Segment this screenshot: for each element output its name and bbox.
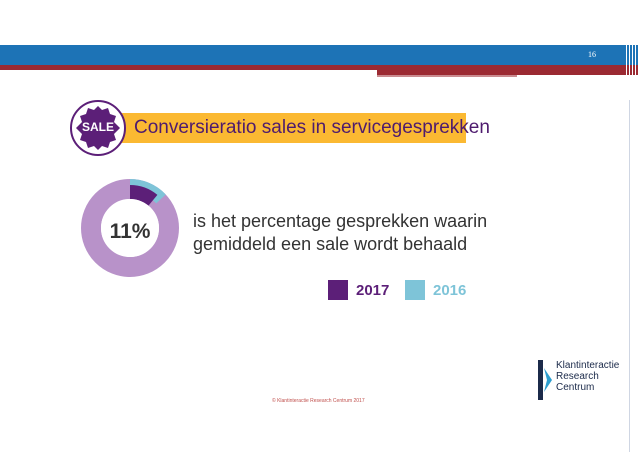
- slide-right-border: [629, 100, 630, 452]
- header-stripes: [626, 45, 638, 77]
- donut-chart: [81, 179, 179, 277]
- donut-center-value: 11%: [109, 220, 151, 243]
- kirc-logo-text: Klantinteractie Research Centrum: [556, 360, 619, 393]
- kirc-logo: Klantinteractie Research Centrum: [536, 358, 626, 402]
- logo-line-3: Centrum: [556, 382, 595, 393]
- title-bar: [96, 113, 466, 143]
- legend-label-2016: 2016: [433, 281, 467, 299]
- legend-label-2017: 2017: [356, 281, 390, 299]
- header-band-red: [0, 65, 638, 70]
- logo-line-1: Klantinteractie: [556, 360, 620, 371]
- donut-hole: [101, 199, 159, 257]
- sale-badge-label: SALE: [81, 120, 114, 134]
- chart-description: is het percentage gesprekken waarin gemi…: [193, 211, 488, 254]
- page-title: Conversieratio sales in servicegesprekke…: [134, 117, 490, 138]
- legend-item-2016: 2016: [405, 280, 466, 300]
- legend-swatch-2016: [405, 280, 425, 300]
- header-band-pale: [377, 75, 517, 77]
- header-band-blue: [0, 45, 638, 65]
- header-band-red-right: [377, 70, 638, 75]
- kirc-logo-icon: [538, 360, 552, 400]
- logo-line-2: Research: [556, 371, 599, 382]
- legend-item-2017: 2017: [328, 280, 389, 300]
- copyright-text: © Klantinteractie Research Centrum 2017: [272, 398, 365, 404]
- slide-number: 16: [588, 50, 596, 59]
- donut-slice-2017: [130, 185, 158, 206]
- legend-swatch-2017: [328, 280, 348, 300]
- sale-badge-icon: [70, 100, 126, 156]
